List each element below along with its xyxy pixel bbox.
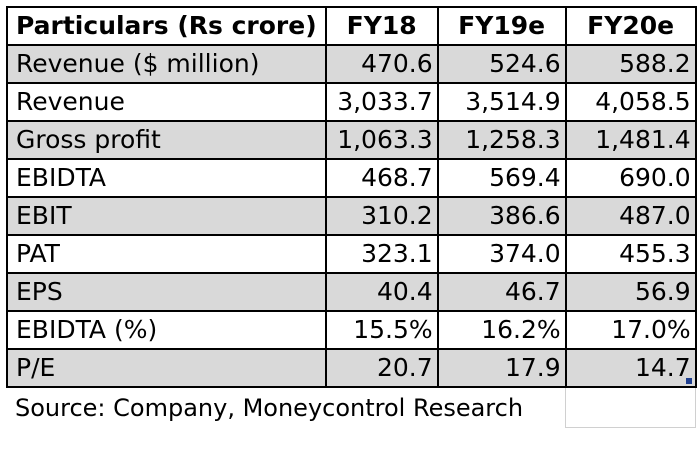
row-label: EBIDTA: [6, 158, 327, 198]
financial-table-container: Particulars (Rs crore) FY18 FY19e FY20e …: [6, 6, 697, 428]
table-row: PAT 323.1 374.0 455.3: [6, 234, 697, 274]
row-label: EBIT: [6, 196, 327, 236]
cell-fy20e: 487.0: [564, 196, 697, 236]
header-fy18: FY18: [324, 6, 439, 46]
cell-fy18: 40.4: [324, 272, 439, 312]
table-row: EBIDTA (%) 15.5% 16.2% 17.0%: [6, 310, 697, 350]
row-label: EBIDTA (%): [6, 310, 327, 350]
row-label: PAT: [6, 234, 327, 274]
cell-fy20e: 1,481.4: [564, 120, 697, 160]
cell-fy18: 1,063.3: [324, 120, 439, 160]
table-header-row: Particulars (Rs crore) FY18 FY19e FY20e: [6, 6, 697, 46]
cell-fy19e: 3,514.9: [436, 82, 567, 122]
header-particulars: Particulars (Rs crore): [6, 6, 327, 46]
row-label: Gross profit: [6, 120, 327, 160]
cell-fy20e: 588.2: [564, 44, 697, 84]
cell-fy18: 470.6: [324, 44, 439, 84]
empty-cell: [565, 386, 697, 428]
cell-fy19e: 569.4: [436, 158, 567, 198]
cell-fy18: 310.2: [324, 196, 439, 236]
cell-resize-handle[interactable]: [685, 378, 692, 384]
cell-fy20e: 17.0%: [564, 310, 697, 350]
row-label: Revenue: [6, 82, 327, 122]
cell-fy19e: 1,258.3: [436, 120, 567, 160]
cell-fy20e[interactable]: 14.7: [564, 348, 697, 388]
cell-fy20e: 56.9: [564, 272, 697, 312]
header-fy20e: FY20e: [564, 6, 697, 46]
cell-fy18: 15.5%: [324, 310, 439, 350]
table-row: P/E 20.7 17.9 14.7: [6, 348, 697, 388]
cell-fy18: 3,033.7: [324, 82, 439, 122]
table-row: Gross profit 1,063.3 1,258.3 1,481.4: [6, 120, 697, 160]
cell-fy20e: 690.0: [564, 158, 697, 198]
financial-summary-table: Particulars (Rs crore) FY18 FY19e FY20e …: [6, 6, 697, 428]
row-label: EPS: [6, 272, 327, 312]
header-fy19e: FY19e: [436, 6, 567, 46]
row-label: P/E: [6, 348, 327, 388]
cell-fy20e: 4,058.5: [564, 82, 697, 122]
cell-fy18: 20.7: [324, 348, 439, 388]
cell-fy20e: 455.3: [564, 234, 697, 274]
table-row: EBIT 310.2 386.6 487.0: [6, 196, 697, 236]
source-row: Source: Company, Moneycontrol Research: [7, 386, 697, 428]
cell-fy19e: 16.2%: [436, 310, 567, 350]
source-note: Source: Company, Moneycontrol Research: [7, 386, 567, 427]
cell-fy18: 468.7: [324, 158, 439, 198]
cell-fy18: 323.1: [324, 234, 439, 274]
row-label: Revenue ($ million): [6, 44, 327, 84]
table-row: EPS 40.4 46.7 56.9: [6, 272, 697, 312]
cell-fy19e: 374.0: [436, 234, 567, 274]
cell-fy20e-value: 14.7: [634, 353, 691, 382]
cell-fy19e: 46.7: [436, 272, 567, 312]
table-row: EBIDTA 468.7 569.4 690.0: [6, 158, 697, 198]
cell-fy19e: 524.6: [436, 44, 567, 84]
cell-fy19e: 386.6: [436, 196, 567, 236]
cell-fy19e: 17.9: [436, 348, 567, 388]
table-row: Revenue 3,033.7 3,514.9 4,058.5: [6, 82, 697, 122]
table-row: Revenue ($ million) 470.6 524.6 588.2: [6, 44, 697, 84]
